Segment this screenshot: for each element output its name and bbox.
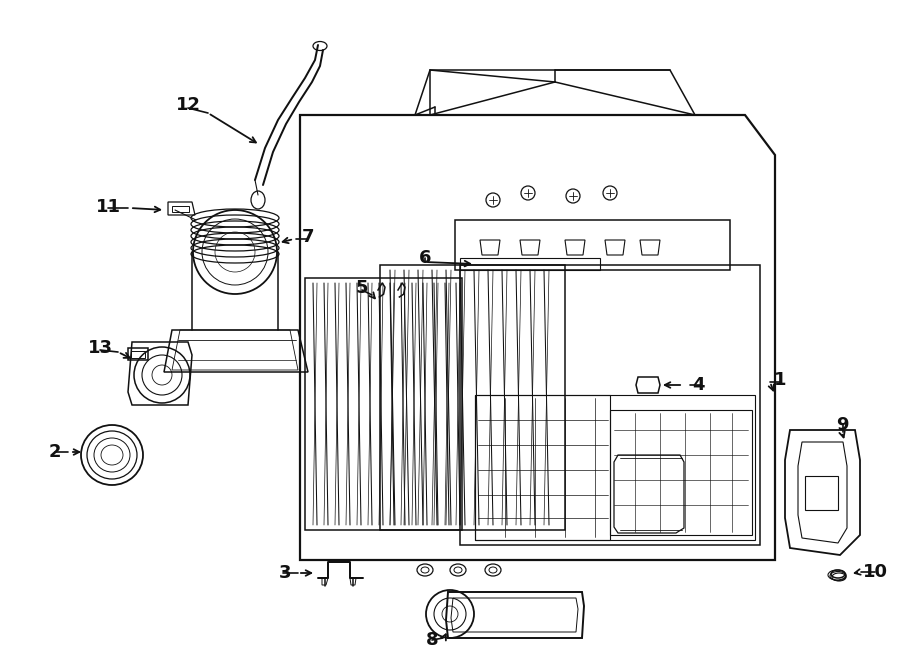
- Text: 8: 8: [426, 631, 438, 649]
- Text: 13: 13: [87, 339, 112, 357]
- Text: 10: 10: [862, 563, 887, 581]
- Text: 6: 6: [418, 249, 431, 267]
- Text: 9: 9: [836, 416, 848, 434]
- Text: 2: 2: [49, 443, 61, 461]
- Text: 1: 1: [774, 371, 787, 389]
- Text: 12: 12: [176, 96, 201, 114]
- Text: 4: 4: [692, 376, 704, 394]
- Text: 3: 3: [279, 564, 292, 582]
- Text: 7: 7: [302, 228, 314, 246]
- Text: 11: 11: [95, 198, 121, 216]
- Text: 5: 5: [356, 279, 368, 297]
